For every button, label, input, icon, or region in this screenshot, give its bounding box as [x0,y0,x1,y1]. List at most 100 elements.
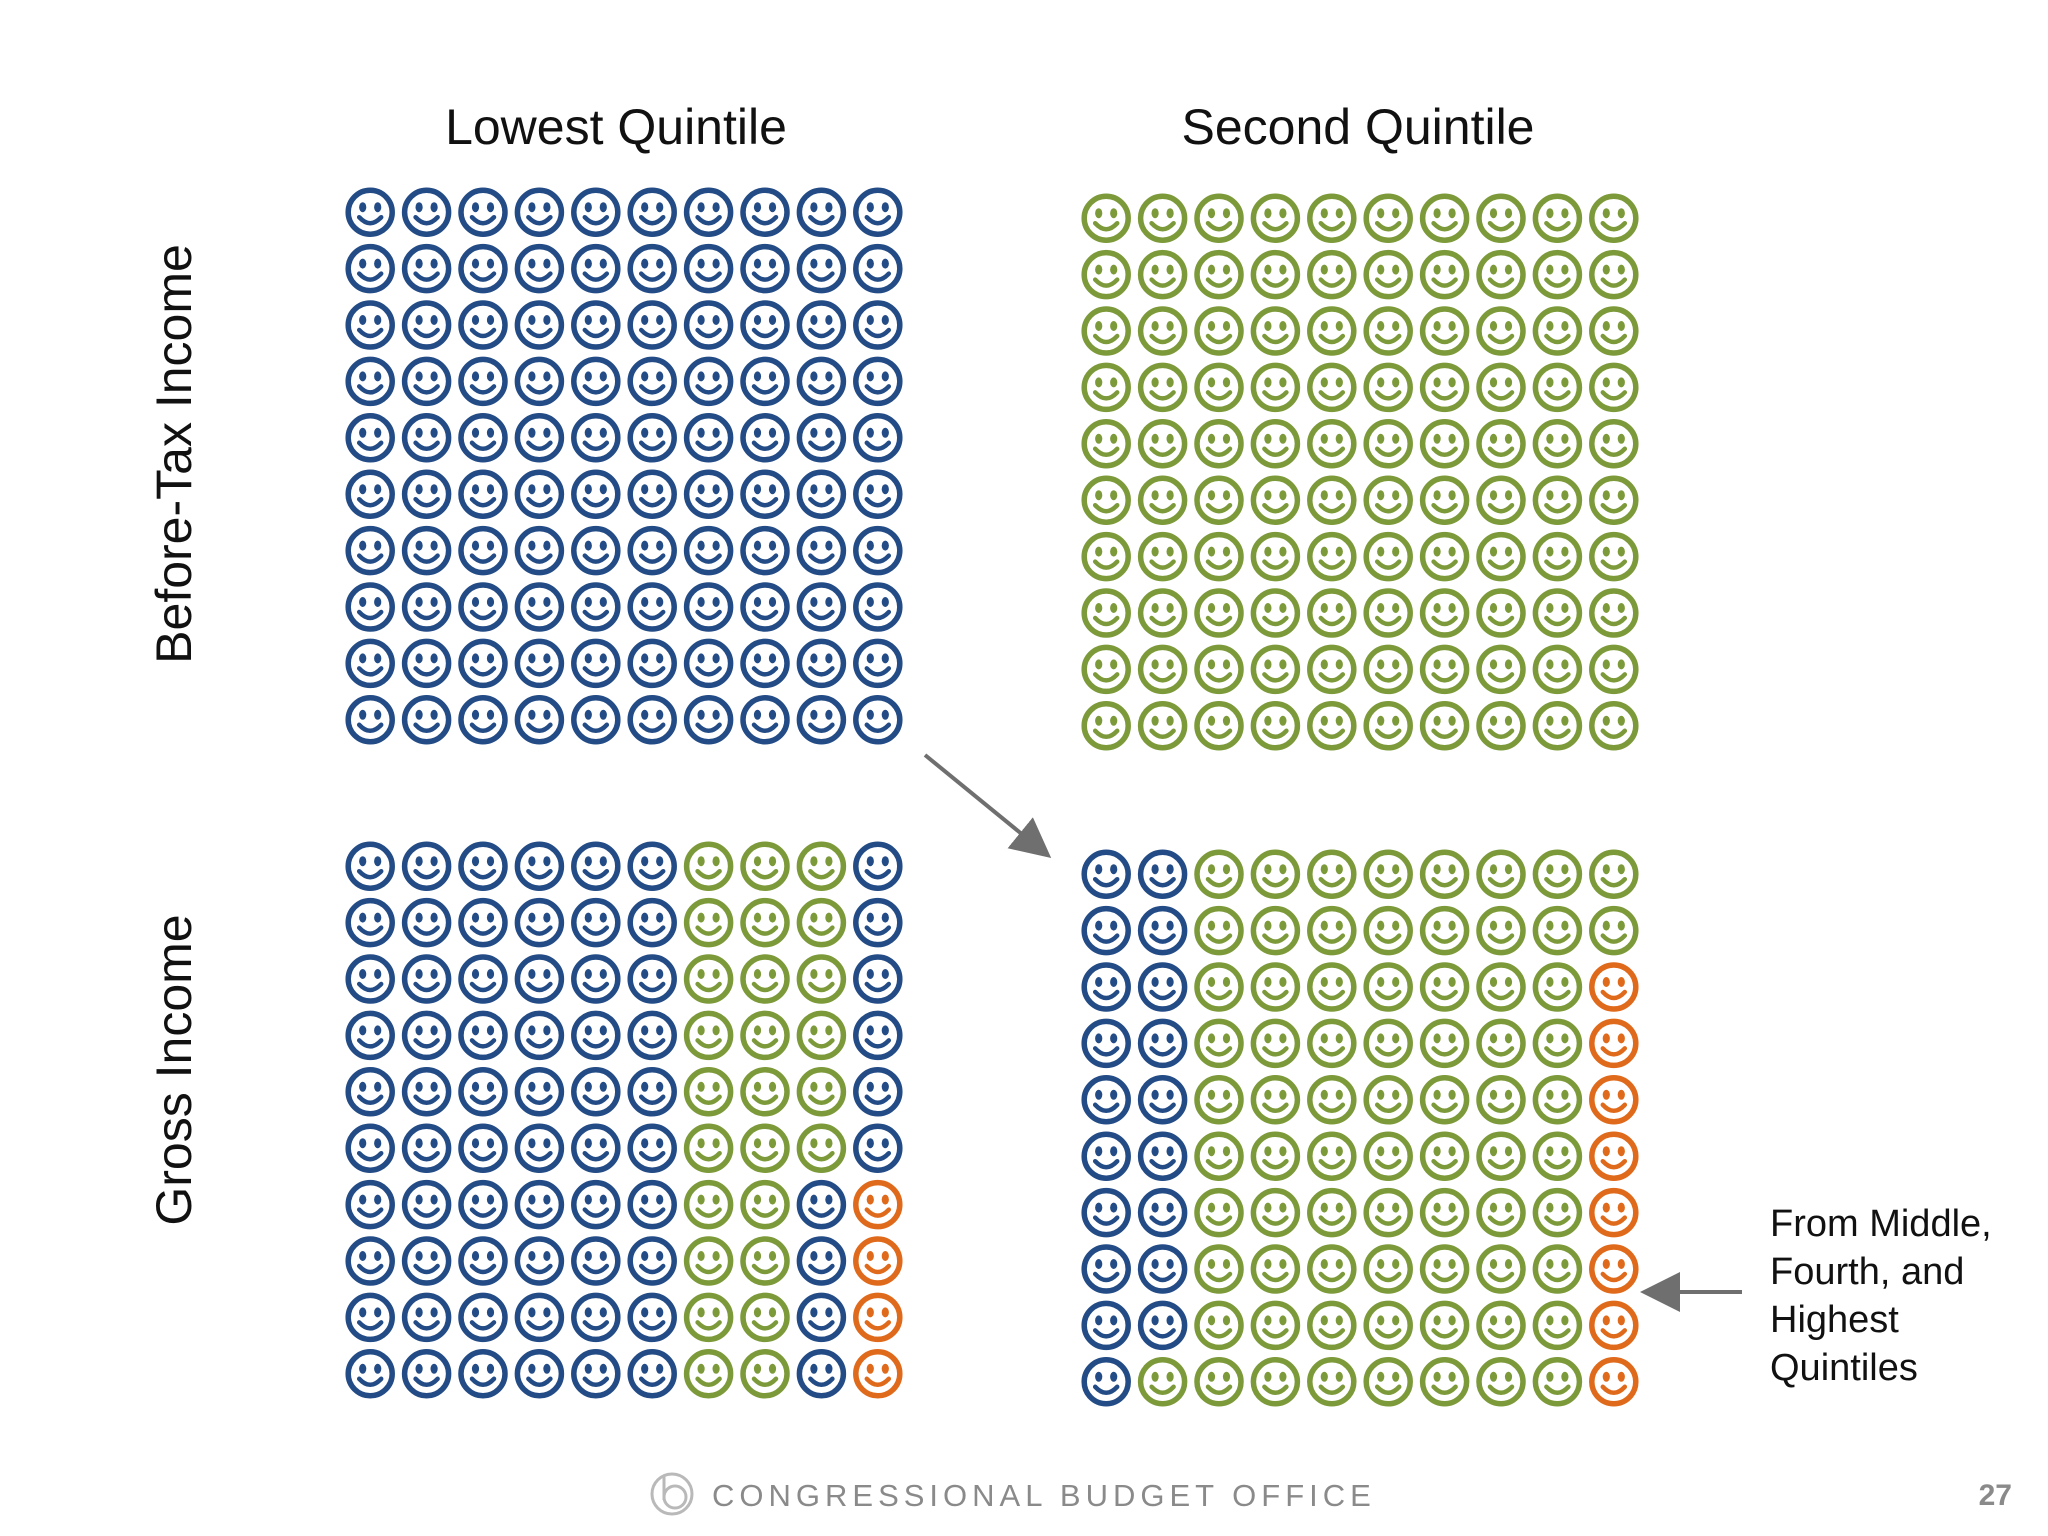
smiley-face-icon [1589,644,1639,695]
smiley-face-icon [1476,1018,1526,1069]
smiley-face-icon [571,1236,621,1286]
annotation-label: From Middle, Fourth, and Highest Quintil… [1770,1203,1992,1389]
smiley-face-icon [740,243,790,294]
smiley-face-icon [1532,962,1583,1012]
smiley-face-icon [1532,701,1583,751]
smiley-face-icon [514,1010,565,1061]
smiley-face-icon [1363,1357,1413,1407]
smiley-face-icon [345,356,395,407]
smiley-face-icon [1081,306,1131,356]
smiley-face-icon [514,413,565,463]
smiley-face-icon [1137,249,1188,300]
smiley-face-icon [458,525,508,576]
smiley-face-icon [1419,306,1470,356]
smiley-face-icon [627,897,677,948]
smiley-face-icon [627,582,677,632]
smiley-face-icon [796,897,847,948]
smiley-face-icon [1419,588,1470,638]
smiley-face-icon [1307,1300,1357,1351]
smiley-face-icon [514,469,565,519]
smiley-face-icon [458,1236,508,1286]
smiley-face-icon [514,1349,565,1399]
smiley-face-icon [1081,588,1131,638]
smiley-face-icon [1250,1357,1301,1407]
smiley-face-icon [1419,1075,1470,1125]
smiley-face-icon [1532,249,1583,300]
smiley-face-icon [1476,362,1526,413]
smiley-face-icon [1194,193,1244,243]
smiley-face-icon [1250,1131,1301,1181]
smiley-face-icon [1194,1300,1244,1351]
smiley-face-icon [345,1010,395,1061]
smiley-face-icon [683,300,734,350]
smiley-face-icon [401,525,452,576]
smiley-face-icon [1081,362,1131,413]
smiley-face-icon [1250,701,1301,751]
smiley-face-icon [1137,588,1188,638]
smiley-face-icon [401,695,452,745]
smiley-face-icon [740,638,790,689]
smiley-face-icon [1363,1018,1413,1069]
smiley-face-icon [1250,905,1301,956]
smiley-face-icon [1476,419,1526,469]
smiley-face-icon [796,1010,847,1061]
smiley-face-icon [627,1179,677,1230]
smiley-face-icon [1476,644,1526,695]
smiley-face-icon [1250,193,1301,243]
smiley-face-icon [627,1010,677,1061]
smiley-face-icon [1419,1300,1470,1351]
smiley-face-icon [683,841,734,891]
smiley-face-icon [401,1123,452,1173]
smiley-face-icon [1137,1357,1188,1407]
smiley-face-icon [1589,1187,1639,1238]
smiley-face-icon [1532,588,1583,638]
page-number: 27 [1978,1479,2012,1512]
smiley-face-icon [401,243,452,294]
smiley-face-icon [853,1292,903,1343]
smiley-face-icon [345,187,395,237]
smiley-face-icon [796,1123,847,1173]
smiley-face-icon [1419,849,1470,899]
smiley-face-icon [1250,1075,1301,1125]
smiley-face-icon [1194,249,1244,300]
smiley-face-icon [1363,475,1413,525]
smiley-face-icon [1589,475,1639,525]
smiley-face-icon [683,1292,734,1343]
smiley-face-icon [627,638,677,689]
smiley-face-icon [1194,475,1244,525]
smiley-face-icon [458,413,508,463]
smiley-face-icon [345,695,395,745]
smiley-face-icon [853,841,903,891]
smiley-face-icon [1081,249,1131,300]
smiley-face-icon [1363,531,1413,582]
smiley-face-icon [514,638,565,689]
smiley-face-icon [345,243,395,294]
smiley-face-icon [796,187,847,237]
smiley-face-icon [1250,531,1301,582]
smiley-face-icon [1589,849,1639,899]
smiley-face-icon [345,1292,395,1343]
smiley-face-icon [571,356,621,407]
smiley-face-icon [401,1010,452,1061]
smiley-face-icon [401,582,452,632]
smiley-face-icon [627,841,677,891]
smiley-face-icon [627,1236,677,1286]
smiley-face-icon [1419,193,1470,243]
smiley-face-icon [1589,962,1639,1012]
smiley-face-icon [571,469,621,519]
smiley-face-icon [796,1236,847,1286]
smiley-face-icon [683,897,734,948]
smiley-face-icon [683,954,734,1004]
smiley-face-icon [853,1349,903,1399]
smiley-face-icon [345,413,395,463]
smiley-face-icon [345,897,395,948]
smiley-face-icon [1532,362,1583,413]
smiley-face-icon [1250,849,1301,899]
smiley-face-icon [740,582,790,632]
smiley-face-icon [1532,475,1583,525]
smiley-face-icon [1419,1244,1470,1294]
smiley-face-icon [1307,1131,1357,1181]
smiley-face-icon [401,300,452,350]
smiley-face-icon [1307,1187,1357,1238]
smiley-face-icon [796,356,847,407]
